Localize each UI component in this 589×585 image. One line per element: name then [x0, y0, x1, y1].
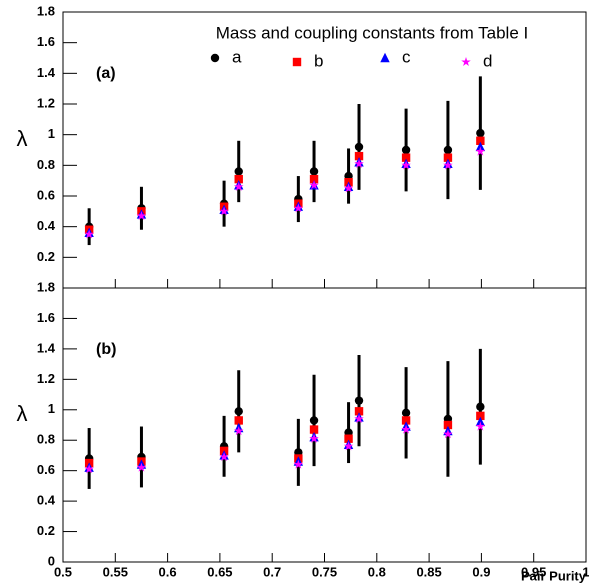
y-tick-label: 0 — [48, 553, 55, 568]
legend-label: b — [314, 51, 323, 70]
data-point — [476, 128, 485, 138]
y-tick-label: 0.2 — [37, 523, 55, 538]
data-point — [234, 174, 243, 184]
data-point — [233, 426, 244, 436]
y-tick-label: 0.6 — [37, 462, 55, 477]
data-point — [84, 464, 94, 474]
data-point — [354, 407, 364, 416]
data-point — [233, 181, 244, 191]
data-point — [219, 206, 229, 216]
data-point — [354, 151, 364, 161]
x-tick-label: 0.75 — [312, 564, 337, 579]
data-point — [476, 402, 485, 411]
x-tick-label: 0.6 — [159, 564, 177, 579]
data-point — [136, 462, 147, 472]
data-point — [443, 429, 453, 439]
x-tick-label: 0.85 — [416, 564, 441, 579]
data-point — [354, 396, 364, 405]
data-point — [475, 416, 486, 427]
data-point — [293, 459, 304, 469]
data-point — [293, 203, 304, 213]
y-tick-label: 1.4 — [37, 340, 56, 355]
y-tick-label: 1.6 — [37, 34, 55, 49]
data-point — [443, 160, 453, 170]
data-point — [309, 433, 319, 443]
data-point — [234, 416, 243, 425]
data-point — [343, 183, 354, 193]
data-point — [343, 441, 354, 451]
y-tick-label: 1.8 — [37, 279, 55, 294]
y-tick-label: 1.2 — [37, 371, 55, 386]
data-point — [234, 167, 243, 176]
legend-label: a — [232, 47, 242, 66]
data-point — [354, 413, 364, 423]
data-point — [475, 146, 486, 156]
x-tick-label: 0.55 — [103, 564, 128, 579]
x-tick-label: 0.7 — [263, 564, 281, 579]
y-tick-label: 0.4 — [37, 493, 56, 508]
data-point — [309, 416, 319, 425]
data-point — [443, 420, 453, 430]
y-tick-label: 1.8 — [37, 3, 55, 18]
y-tick-label: 0.4 — [37, 218, 56, 233]
x-tick-label: 0.9 — [472, 564, 490, 579]
data-point — [354, 158, 364, 168]
data-point — [354, 142, 364, 152]
y-tick-label: 1 — [48, 126, 55, 141]
data-point — [219, 451, 229, 462]
data-point — [401, 145, 411, 155]
legend-marker — [461, 57, 471, 67]
y-tick-label: 1.2 — [37, 95, 55, 110]
y-tick-label: 0.6 — [37, 187, 55, 202]
data-point — [234, 407, 243, 416]
data-point — [443, 145, 453, 155]
legend-title: Mass and coupling constants from Table I — [216, 23, 528, 42]
data-point — [475, 141, 486, 152]
data-point — [475, 421, 486, 431]
x-tick-label: 0.8 — [368, 564, 386, 579]
data-point — [309, 174, 319, 184]
data-point — [443, 153, 453, 162]
legend-marker — [210, 53, 220, 63]
legend-marker — [292, 57, 302, 67]
legend-marker — [380, 52, 390, 63]
y-tick-label: 1 — [48, 401, 55, 416]
x-axis-title: Pair Purity — [521, 568, 587, 583]
panel-label: (a) — [96, 65, 116, 82]
data-point — [401, 424, 411, 434]
data-point — [401, 416, 411, 425]
y-tick-label: 1.4 — [37, 65, 56, 80]
y-tick-label: 0.2 — [37, 249, 55, 264]
data-point — [401, 160, 411, 170]
data-point — [401, 408, 411, 418]
data-point — [476, 411, 485, 421]
x-tick-label: 0.65 — [207, 564, 232, 579]
y-axis-title: λ — [17, 126, 28, 151]
legend-label: d — [483, 51, 492, 70]
x-tick-label: 0.95 — [521, 564, 546, 579]
y-axis-title: λ — [17, 401, 28, 426]
data-point — [344, 434, 353, 443]
panel-label: (b) — [96, 341, 116, 358]
data-point — [476, 136, 485, 145]
plot-frame — [62, 11, 587, 289]
data-point — [84, 229, 94, 239]
y-tick-label: 1.6 — [37, 310, 55, 325]
y-tick-label: 0.8 — [37, 157, 55, 172]
data-point — [401, 153, 411, 162]
data-point — [309, 425, 319, 434]
data-point — [309, 167, 319, 176]
data-point — [309, 180, 319, 190]
y-tick-label: 0.8 — [37, 432, 55, 447]
x-tick-label: 1 — [582, 564, 589, 579]
x-tick-label: 0.5 — [54, 564, 72, 579]
data-point — [136, 210, 147, 220]
legend-label: c — [402, 47, 411, 66]
plot-frame — [62, 287, 587, 563]
